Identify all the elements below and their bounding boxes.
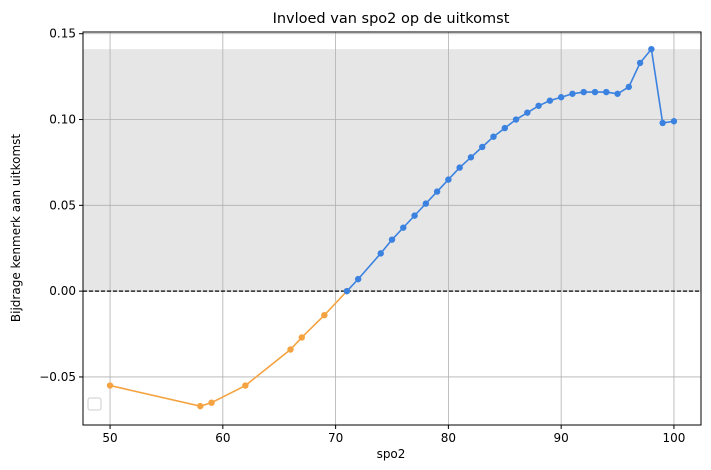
- axes: 50 60 70 80 90 100 −0.05 0.00 0.05 0.10 0.15: [39, 27, 702, 445]
- data-point: [490, 133, 497, 140]
- data-point: [557, 94, 565, 101]
- shaded-band: [83, 49, 701, 292]
- data-point: [535, 102, 542, 109]
- data-point: [208, 399, 215, 406]
- y-tick-label: 0.15: [49, 27, 76, 41]
- series-line-1: [109, 290, 348, 407]
- data-point: [197, 402, 204, 410]
- data-point: [636, 59, 644, 67]
- y-tick-label: −0.05: [39, 370, 76, 384]
- data-point: [377, 250, 384, 257]
- data-point: [106, 382, 114, 389]
- data-point: [580, 88, 587, 96]
- data-point: [501, 124, 508, 132]
- data-point: [479, 143, 486, 151]
- data-point: [354, 275, 362, 283]
- legend-box: [87, 397, 102, 411]
- y-axis-label: Bijdrage kenmerk aan uitkomst: [9, 134, 23, 322]
- data-point: [670, 118, 678, 125]
- x-tick-label: 80: [441, 431, 456, 445]
- y-tick-label: 0.00: [49, 284, 76, 298]
- data-point: [321, 311, 328, 319]
- data-point: [422, 200, 430, 207]
- x-tick-label: 100: [662, 431, 685, 445]
- data-point: [591, 88, 599, 96]
- data-point: [524, 109, 531, 116]
- x-tick-label: 50: [102, 431, 117, 445]
- legend-frame: [87, 397, 102, 411]
- data-point: [287, 346, 294, 353]
- data-point: [659, 119, 666, 127]
- data-point: [546, 97, 554, 104]
- data-point: [569, 90, 576, 97]
- data-point: [648, 45, 655, 53]
- x-axis-label: spo2: [377, 447, 406, 461]
- x-tick-label: 60: [215, 431, 230, 445]
- x-tick-label: 70: [328, 431, 343, 445]
- data-point: [433, 188, 441, 195]
- data-point: [625, 83, 633, 91]
- data-point: [614, 90, 621, 97]
- data-point: [298, 334, 305, 341]
- data-point: [512, 116, 520, 123]
- data-point: [445, 176, 452, 183]
- y-tick-label: 0.05: [49, 198, 76, 212]
- data-point: [388, 236, 396, 243]
- data-point: [456, 164, 463, 171]
- plot-area: [83, 32, 701, 425]
- data-point: [242, 382, 249, 389]
- data-point: [603, 88, 610, 96]
- data-point: [400, 224, 407, 231]
- x-tick-label: 90: [554, 431, 569, 445]
- data-point: [343, 287, 351, 295]
- data-point: [467, 154, 475, 161]
- data-point: [411, 212, 418, 219]
- y-tick-label: 0.10: [49, 113, 76, 127]
- axes-frame: [82, 31, 702, 426]
- chart-title: Invloed van spo2 op de uitkomst: [273, 11, 510, 27]
